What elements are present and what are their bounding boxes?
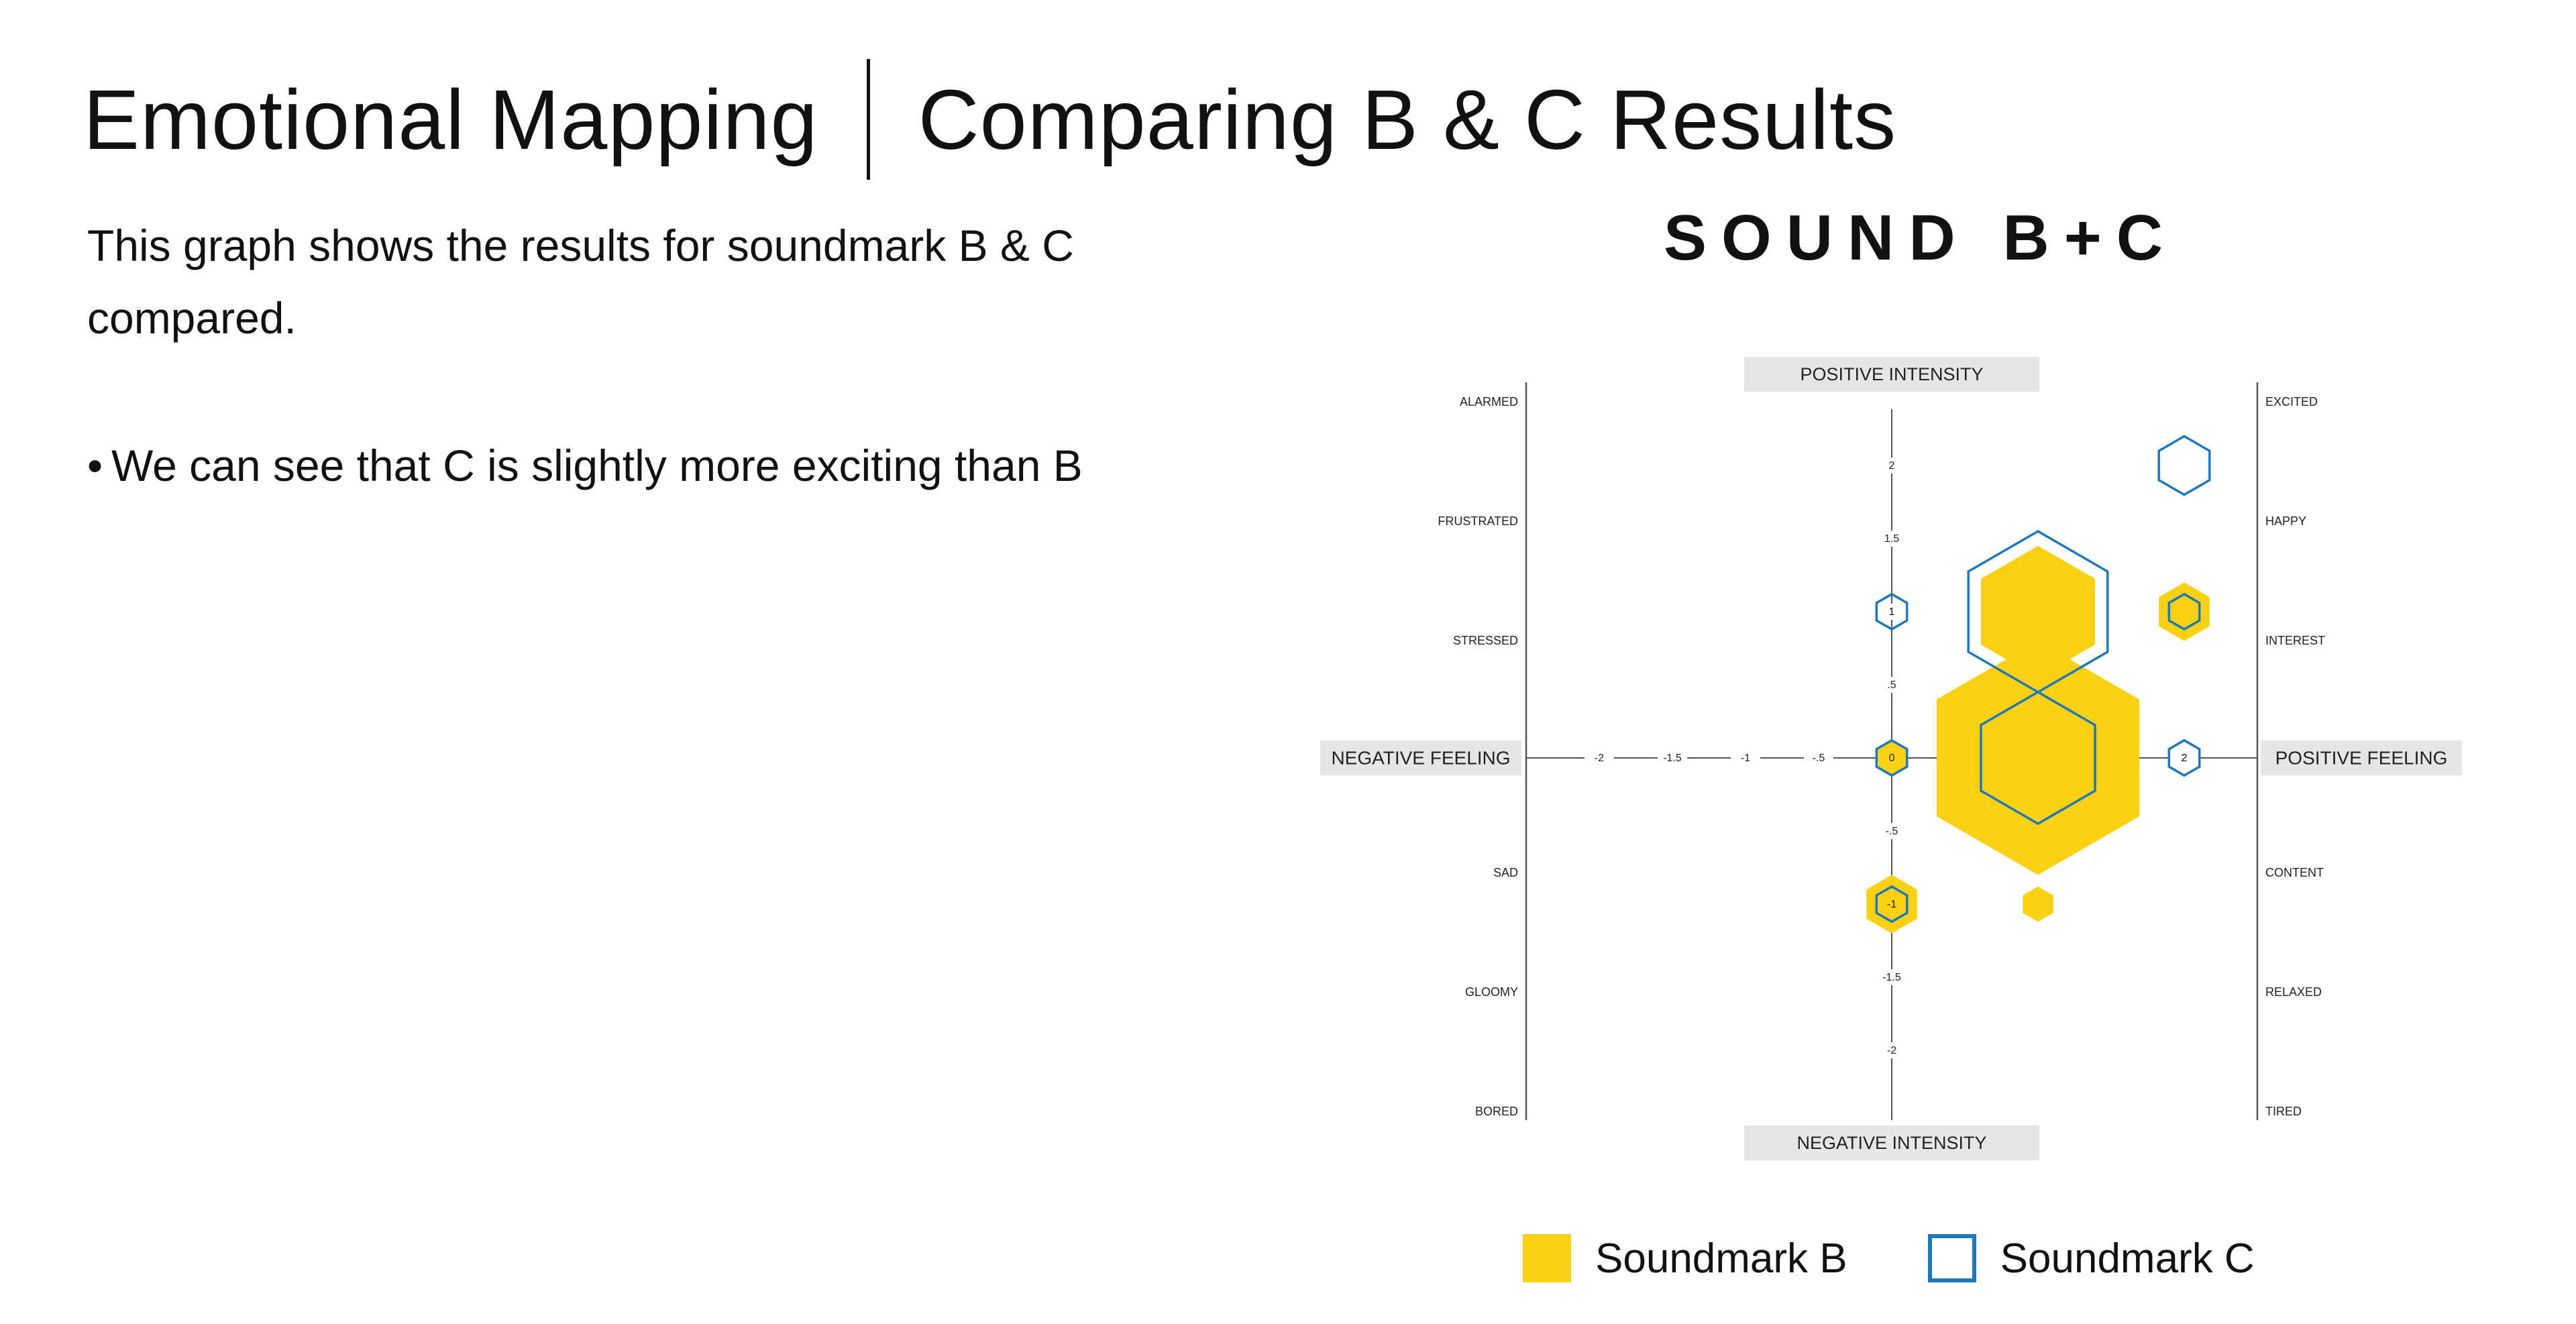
origin-tick-label: 0: [1889, 753, 1895, 764]
right-label-happy: HAPPY: [2265, 514, 2306, 528]
x-tick-label: -1.5: [1663, 753, 1682, 764]
y-tick-label-on-hex: 1: [1889, 606, 1895, 618]
y-tick-label: 1: [1889, 606, 1895, 618]
x-tick-label-on-hex: 2: [2182, 753, 2188, 764]
y-tick-bg: [1881, 457, 1902, 474]
intro-text: This graph shows the results for soundma…: [87, 221, 1074, 343]
soundmark-b-hexagon: [1876, 740, 1907, 776]
legend-item-soundmark-b: Soundmark B: [1523, 1234, 1847, 1282]
left-label-sad: SAD: [1493, 866, 1518, 879]
x-tick-label: -2: [1595, 753, 1604, 764]
x-tick-label: 2: [2182, 753, 2188, 764]
left-label-stressed: STRESSED: [1453, 634, 1518, 647]
soundmark-c-hexagon: [2167, 592, 2201, 631]
soundmark-c-hexagon: [2157, 435, 2211, 496]
y-tick-bg: [1881, 604, 1902, 620]
negative-feeling-box: [1320, 740, 1521, 775]
negative-feeling-label: NEGATIVE FEELING: [1331, 747, 1510, 768]
y-tick-label: -2: [1887, 1045, 1896, 1056]
chart-legend: Soundmark B Soundmark C: [1523, 1231, 2335, 1285]
title-left: Emotional Mapping: [83, 72, 818, 167]
x-tick-label: -1: [1741, 753, 1750, 764]
right-label-interest: INTEREST: [2265, 634, 2325, 647]
soundmark-c-hexagon: [1875, 592, 1909, 631]
soundmark-b-hexagon: [1866, 875, 1917, 934]
negative-intensity-label: NEGATIVE INTENSITY: [1796, 1133, 1986, 1153]
right-label-content: CONTENT: [2265, 866, 2324, 879]
y-tick-label: 2: [1889, 460, 1895, 472]
negative-intensity-box: [1744, 1125, 2039, 1160]
x-tick-bg: [1658, 750, 1687, 766]
bullet-text: We can see that C is slightly more excit…: [111, 441, 1083, 490]
left-label-frustrated: FRUSTRATED: [1438, 514, 1518, 528]
soundmark-b-hexagon: [2159, 582, 2210, 641]
chart-title: SOUND B+C: [1664, 202, 2178, 274]
right-label-excited: EXCITED: [2265, 395, 2318, 408]
soundmark-c-hexagon: [2167, 738, 2201, 777]
x-tick-bg: [2169, 750, 2199, 766]
y-tick-label: 1.5: [1884, 533, 1899, 545]
y-tick-bg: [1881, 823, 1902, 839]
soundmark-b-hexagon: [1981, 545, 2095, 678]
left-label-alarmed: ALARMED: [1460, 395, 1518, 408]
right-label-tired: TIRED: [2265, 1105, 2302, 1118]
y-tick-bg: [1881, 1042, 1902, 1058]
x-tick-bg: [1804, 750, 1833, 766]
x-tick-label: -.5: [1813, 753, 1825, 764]
x-tick-bg: [1585, 750, 1614, 766]
left-label-bored: BORED: [1475, 1105, 1518, 1118]
x-tick-bg: [1731, 750, 1760, 766]
y-tick-label: -.5: [1886, 826, 1898, 837]
legend-label-b: Soundmark B: [1595, 1235, 1847, 1282]
positive-intensity-label: POSITIVE INTENSITY: [1800, 364, 1983, 384]
left-label-gloomy: GLOOMY: [1465, 985, 1518, 999]
soundmark-b-hexagon: [2023, 886, 2053, 922]
y-tick-bg: [1881, 677, 1902, 693]
y-tick-label: .5: [1887, 679, 1896, 691]
emotion-chart: POSITIVE INTENSITY NEGATIVE INTENSITY NEGA…: [1320, 357, 2462, 1160]
bullet-item: • We can see that C is slightly more exc…: [87, 429, 1107, 502]
legend-label-c: Soundmark C: [2000, 1235, 2255, 1282]
title-separator: [866, 59, 870, 180]
y-tick-label-on-hex: -1: [1887, 899, 1896, 910]
bullet-dot: •: [87, 441, 103, 490]
y-tick-bg: [1881, 531, 1902, 547]
positive-intensity-box: [1744, 357, 2039, 392]
soundmark-b-hexagon: [1937, 641, 2139, 875]
legend-swatch-b: [1523, 1234, 1571, 1282]
legend-item-soundmark-c: Soundmark C: [1927, 1234, 2255, 1282]
soundmark-c-hexagon: [1980, 690, 2096, 826]
right-label-relaxed: RELAXED: [2265, 985, 2322, 999]
y-tick-label: -1.5: [1882, 972, 1901, 983]
positive-feeling-box: [2261, 740, 2462, 775]
positive-feeling-label: POSITIVE FEELING: [2275, 747, 2448, 768]
y-tick-bg: [1881, 969, 1902, 985]
soundmark-c-hexagon: [1875, 885, 1909, 924]
title-right: Comparing B & C Results: [918, 72, 1897, 167]
legend-swatch-c: [1927, 1234, 1976, 1282]
page-title: Emotional Mapping Comparing B & C Result…: [83, 59, 1896, 180]
soundmark-c-hexagon: [1875, 738, 1909, 777]
